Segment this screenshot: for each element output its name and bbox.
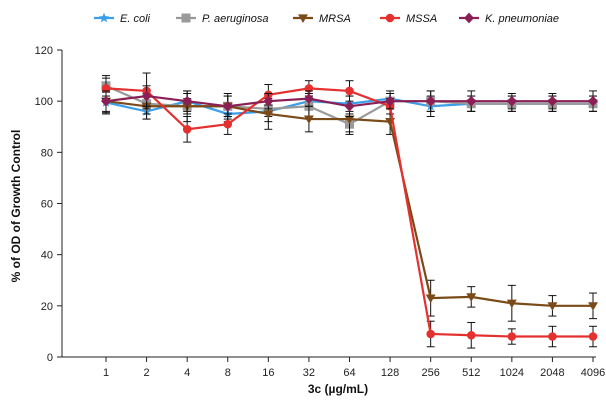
data-point bbox=[547, 95, 558, 107]
x-tick-label: 512 bbox=[462, 367, 480, 379]
data-point bbox=[588, 302, 598, 311]
legend-label: MSSA bbox=[406, 13, 437, 25]
x-tick-label: 256 bbox=[421, 367, 439, 379]
x-tick-label: 2048 bbox=[540, 367, 564, 379]
series-k-pneumoniae bbox=[101, 85, 598, 118]
data-point bbox=[466, 330, 476, 340]
data-point bbox=[426, 329, 435, 339]
data-point bbox=[588, 332, 598, 341]
x-axis-title: 3c (µg/mL) bbox=[308, 382, 368, 396]
series-mrsa bbox=[101, 87, 598, 322]
data-point bbox=[303, 115, 314, 125]
y-tick-label: 100 bbox=[35, 96, 53, 108]
legend-label: P. aeruginosa bbox=[202, 13, 268, 25]
y-tick-label: 60 bbox=[41, 199, 53, 211]
x-tick-label: 2 bbox=[144, 367, 150, 379]
data-point bbox=[345, 86, 354, 96]
data-point bbox=[344, 100, 355, 112]
data-point bbox=[425, 294, 436, 304]
data-point bbox=[548, 332, 557, 341]
data-point bbox=[385, 95, 396, 107]
y-tick-label: 80 bbox=[41, 147, 53, 159]
legend-marker bbox=[98, 12, 110, 23]
data-point bbox=[344, 115, 355, 125]
x-tick-label: 4 bbox=[184, 367, 190, 379]
legend-label: E. coli bbox=[120, 13, 151, 25]
y-tick-label: 0 bbox=[47, 352, 53, 364]
data-point bbox=[547, 302, 558, 311]
x-tick-label: 8 bbox=[225, 367, 231, 379]
x-tick-label: 32 bbox=[303, 367, 315, 379]
legend-item: E. coli bbox=[94, 12, 151, 25]
data-point bbox=[101, 95, 111, 107]
data-point bbox=[466, 293, 477, 302]
series-mssa bbox=[101, 72, 598, 349]
series-layer bbox=[100, 72, 599, 349]
legend-marker bbox=[298, 14, 308, 23]
x-tick-label: 64 bbox=[343, 367, 355, 379]
legend-item: P. aeruginosa bbox=[176, 13, 268, 25]
data-point bbox=[222, 100, 233, 112]
legend: E. coli P. aeruginosa MRSA MSSA K. pneumonia… bbox=[94, 12, 559, 25]
data-point bbox=[588, 95, 598, 107]
y-tick-label: 40 bbox=[41, 250, 53, 262]
data-point bbox=[425, 95, 436, 107]
x-axis: 1 2 4 8 16 32 64 128 256 512 1024 2048 4096 bbox=[62, 356, 605, 379]
legend-label: MRSA bbox=[319, 13, 351, 25]
legend-marker bbox=[181, 13, 191, 23]
x-tick-label: 1024 bbox=[500, 367, 524, 379]
legend-item: MRSA bbox=[293, 13, 351, 25]
legend-item: MSSA bbox=[380, 13, 437, 25]
y-axis: 0 20 40 60 80 100 120 bbox=[35, 45, 63, 364]
data-point bbox=[507, 332, 517, 341]
legend-marker bbox=[464, 12, 474, 24]
x-tick-label: 16 bbox=[262, 367, 274, 379]
legend-item: K. pneumoniae bbox=[459, 12, 559, 25]
data-point bbox=[466, 95, 477, 107]
legend-marker bbox=[385, 13, 395, 23]
y-tick-label: 120 bbox=[35, 45, 53, 57]
y-tick-label: 20 bbox=[41, 301, 53, 313]
data-point bbox=[263, 95, 274, 107]
data-point bbox=[506, 299, 517, 309]
data-point bbox=[182, 95, 193, 107]
x-tick-label: 4096 bbox=[581, 367, 605, 379]
data-point bbox=[182, 125, 192, 134]
data-point bbox=[303, 93, 314, 105]
data-point bbox=[141, 90, 152, 102]
data-point bbox=[223, 119, 233, 129]
data-point bbox=[506, 95, 517, 107]
x-tick-label: 1 bbox=[103, 367, 109, 379]
legend-label: K. pneumoniae bbox=[485, 13, 559, 25]
data-point bbox=[263, 110, 274, 119]
y-axis-title: % of OD of Growth Control bbox=[9, 130, 23, 283]
x-tick-label: 128 bbox=[381, 367, 399, 379]
